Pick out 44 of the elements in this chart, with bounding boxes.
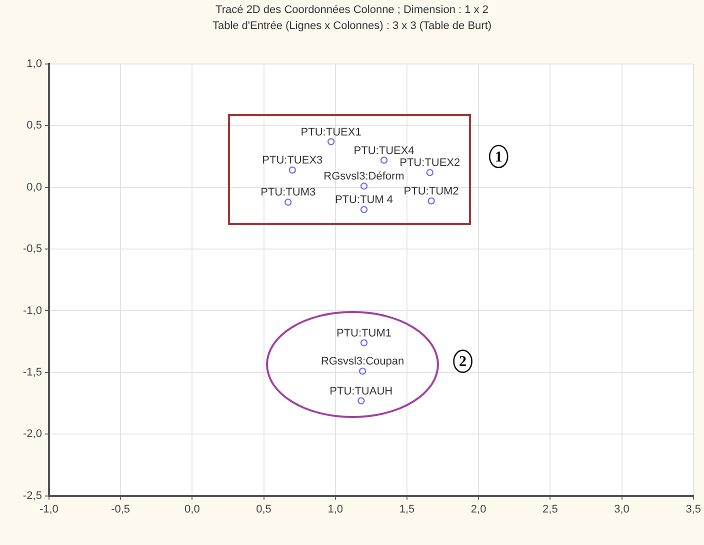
x-tick-label: 2,0 xyxy=(470,503,486,516)
data-label: PTU:TUM2 xyxy=(404,185,459,198)
y-tick-label: 0,5 xyxy=(26,120,42,132)
chart-title: Tracé 2D des Coordonnées Colonne ; Dimension : 1 x 2 xyxy=(214,3,490,18)
point xyxy=(358,397,365,404)
y-tick-label: -0,5 xyxy=(22,243,42,256)
data-label: PTU:TUM1 xyxy=(336,327,392,340)
data-label: PTU:TUM 4 xyxy=(334,194,394,206)
x-tick-label: 1,5 xyxy=(399,503,415,516)
x-tick-label: 3,5 xyxy=(686,503,702,516)
point xyxy=(360,182,368,190)
x-tick-label: -0,5 xyxy=(111,503,130,516)
data-label: PTU:TUEX3 xyxy=(262,154,323,167)
point xyxy=(327,138,335,146)
y-tick-label: 1,0 xyxy=(26,58,42,70)
point xyxy=(428,197,435,205)
x-tick-label: -1,0 xyxy=(39,503,58,516)
point xyxy=(284,198,292,206)
x-tick-label: 3,0 xyxy=(614,503,630,516)
point xyxy=(288,166,296,174)
y-tick-label: -1,5 xyxy=(22,366,42,378)
x-tick-label: 2,5 xyxy=(542,503,558,516)
data-label: RGsvsl3:Déform xyxy=(324,170,404,183)
y-tick-label: 0,0 xyxy=(26,181,42,194)
point xyxy=(360,339,368,346)
annotation: 2 xyxy=(459,354,467,370)
y-tick-label: -1,0 xyxy=(22,304,42,317)
data-label: PTU:TUEX1 xyxy=(300,126,362,138)
annotation: 1 xyxy=(494,149,502,166)
data-label: RGsvsl3:Coupan xyxy=(320,356,404,368)
x-tick-label: 0,0 xyxy=(184,503,200,516)
data-label: PTU:TUEX2 xyxy=(400,157,460,170)
data-label: PTU:TUAUH xyxy=(330,385,393,398)
chart-subtitle: Table d'Entrée (Lignes x Colonnes) : 3 x 3 (Table de Burt) xyxy=(211,19,493,34)
data-label: PTU:TUM3 xyxy=(260,186,316,199)
x-tick-label: 1,0 xyxy=(328,503,344,516)
point xyxy=(426,168,434,176)
point xyxy=(380,156,388,164)
y-tick-label: -2,5 xyxy=(22,490,42,502)
point xyxy=(358,368,366,375)
point xyxy=(360,206,368,214)
y-tick-label: -2,0 xyxy=(22,428,42,440)
x-tick-label: 0,5 xyxy=(256,503,272,516)
data-label: PTU:TUEX4 xyxy=(354,144,414,157)
